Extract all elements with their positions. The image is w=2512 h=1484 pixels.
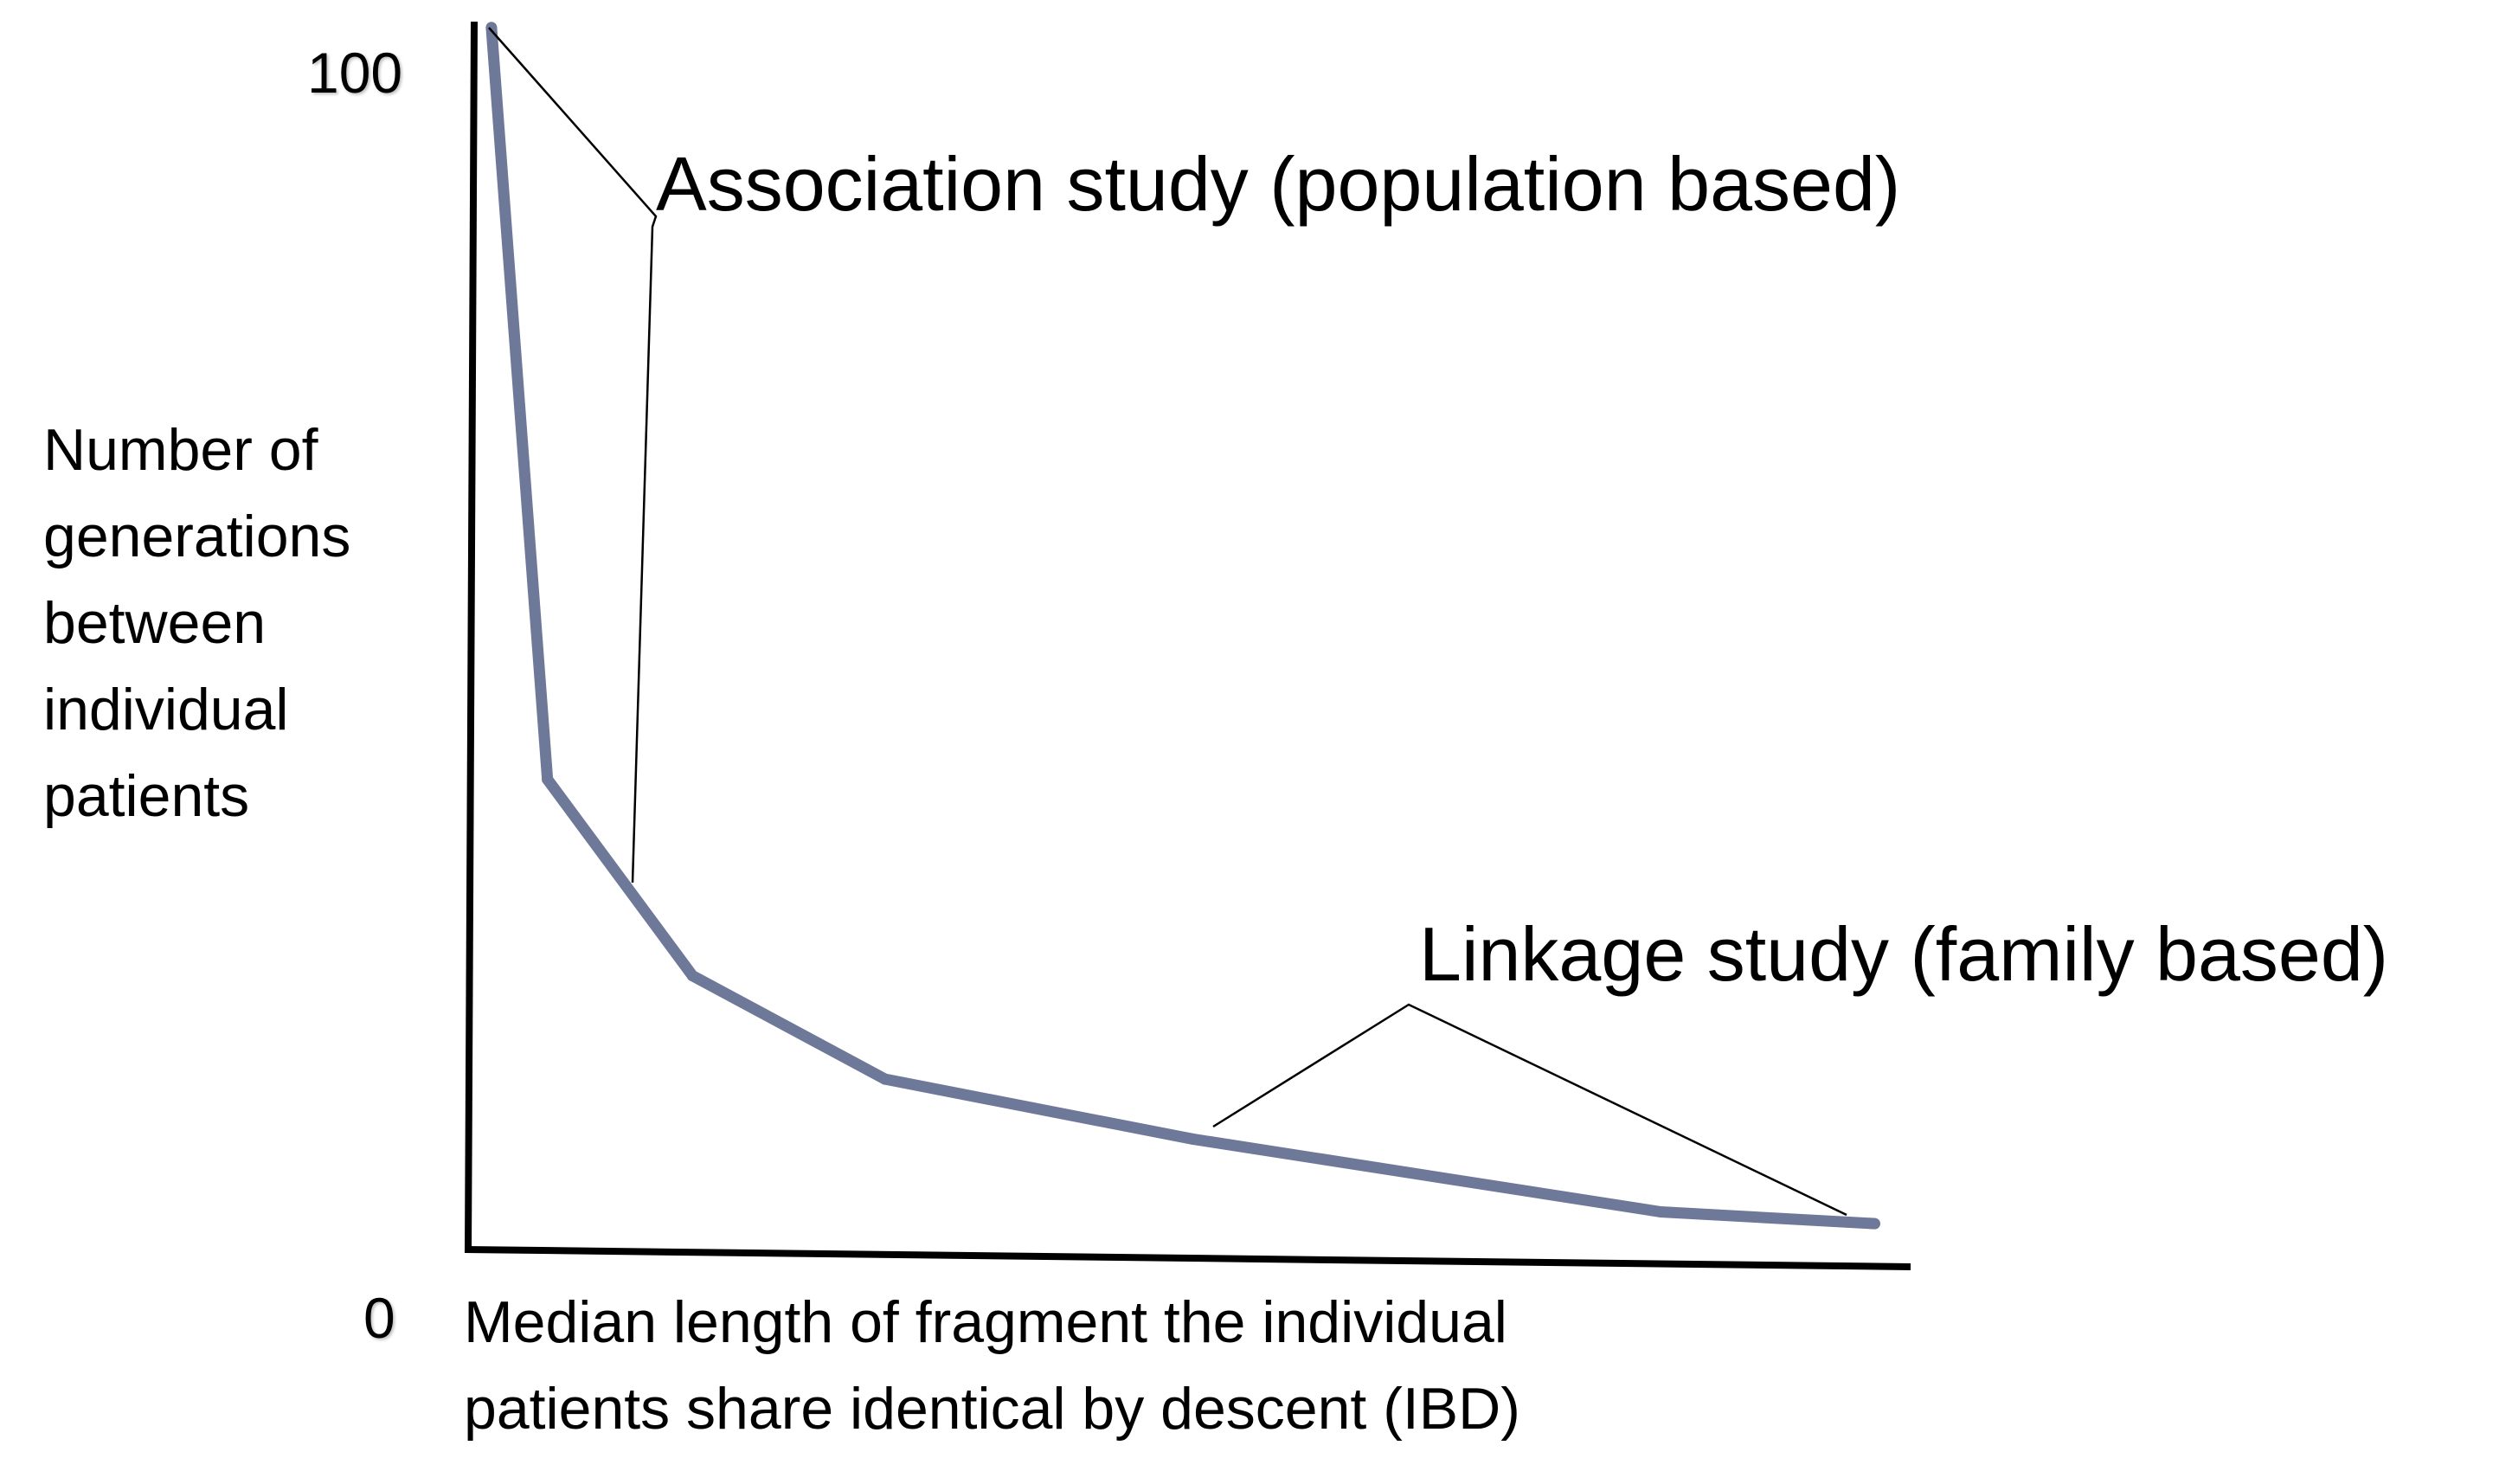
series-layer	[485, 22, 1880, 1230]
y-axis-label-line: individual	[43, 677, 289, 742]
y-axis-line	[465, 21, 478, 1253]
annotation-leaders	[488, 27, 1847, 1217]
y-axis-label-line: Number of	[43, 417, 318, 483]
annotation-association-study: Association study (population based)	[656, 141, 1901, 227]
series-point	[879, 1073, 891, 1085]
series-point	[1186, 1133, 1198, 1145]
y-tick-label-top: 100	[307, 41, 403, 105]
series-point	[542, 774, 554, 786]
x-axis-label-line: patients share identical by descent (IBD…	[464, 1376, 1520, 1442]
series-point	[686, 970, 698, 982]
annotation-linkage-study: Linkage study (family based)	[1419, 911, 2389, 997]
x-axis-label: Median length of fragment the individual…	[464, 1279, 1520, 1452]
y-tick-label-bottom: 0	[363, 1286, 395, 1350]
series-point	[485, 22, 498, 34]
y-axis-label-line: generations	[43, 504, 351, 569]
series-point	[1869, 1217, 1880, 1230]
y-axis-label-line: patients	[43, 763, 250, 829]
association-leader-line	[488, 27, 658, 883]
linkage-leader-line	[1212, 1003, 1847, 1217]
y-axis-label: Number of generations between individual…	[43, 407, 407, 839]
series-point	[1654, 1206, 1667, 1217]
y-axis-label-line: between	[43, 590, 267, 656]
axes	[464, 21, 1911, 1270]
x-axis-label-line: Median length of fragment the individual	[464, 1289, 1507, 1355]
x-axis-line	[464, 1246, 1911, 1270]
